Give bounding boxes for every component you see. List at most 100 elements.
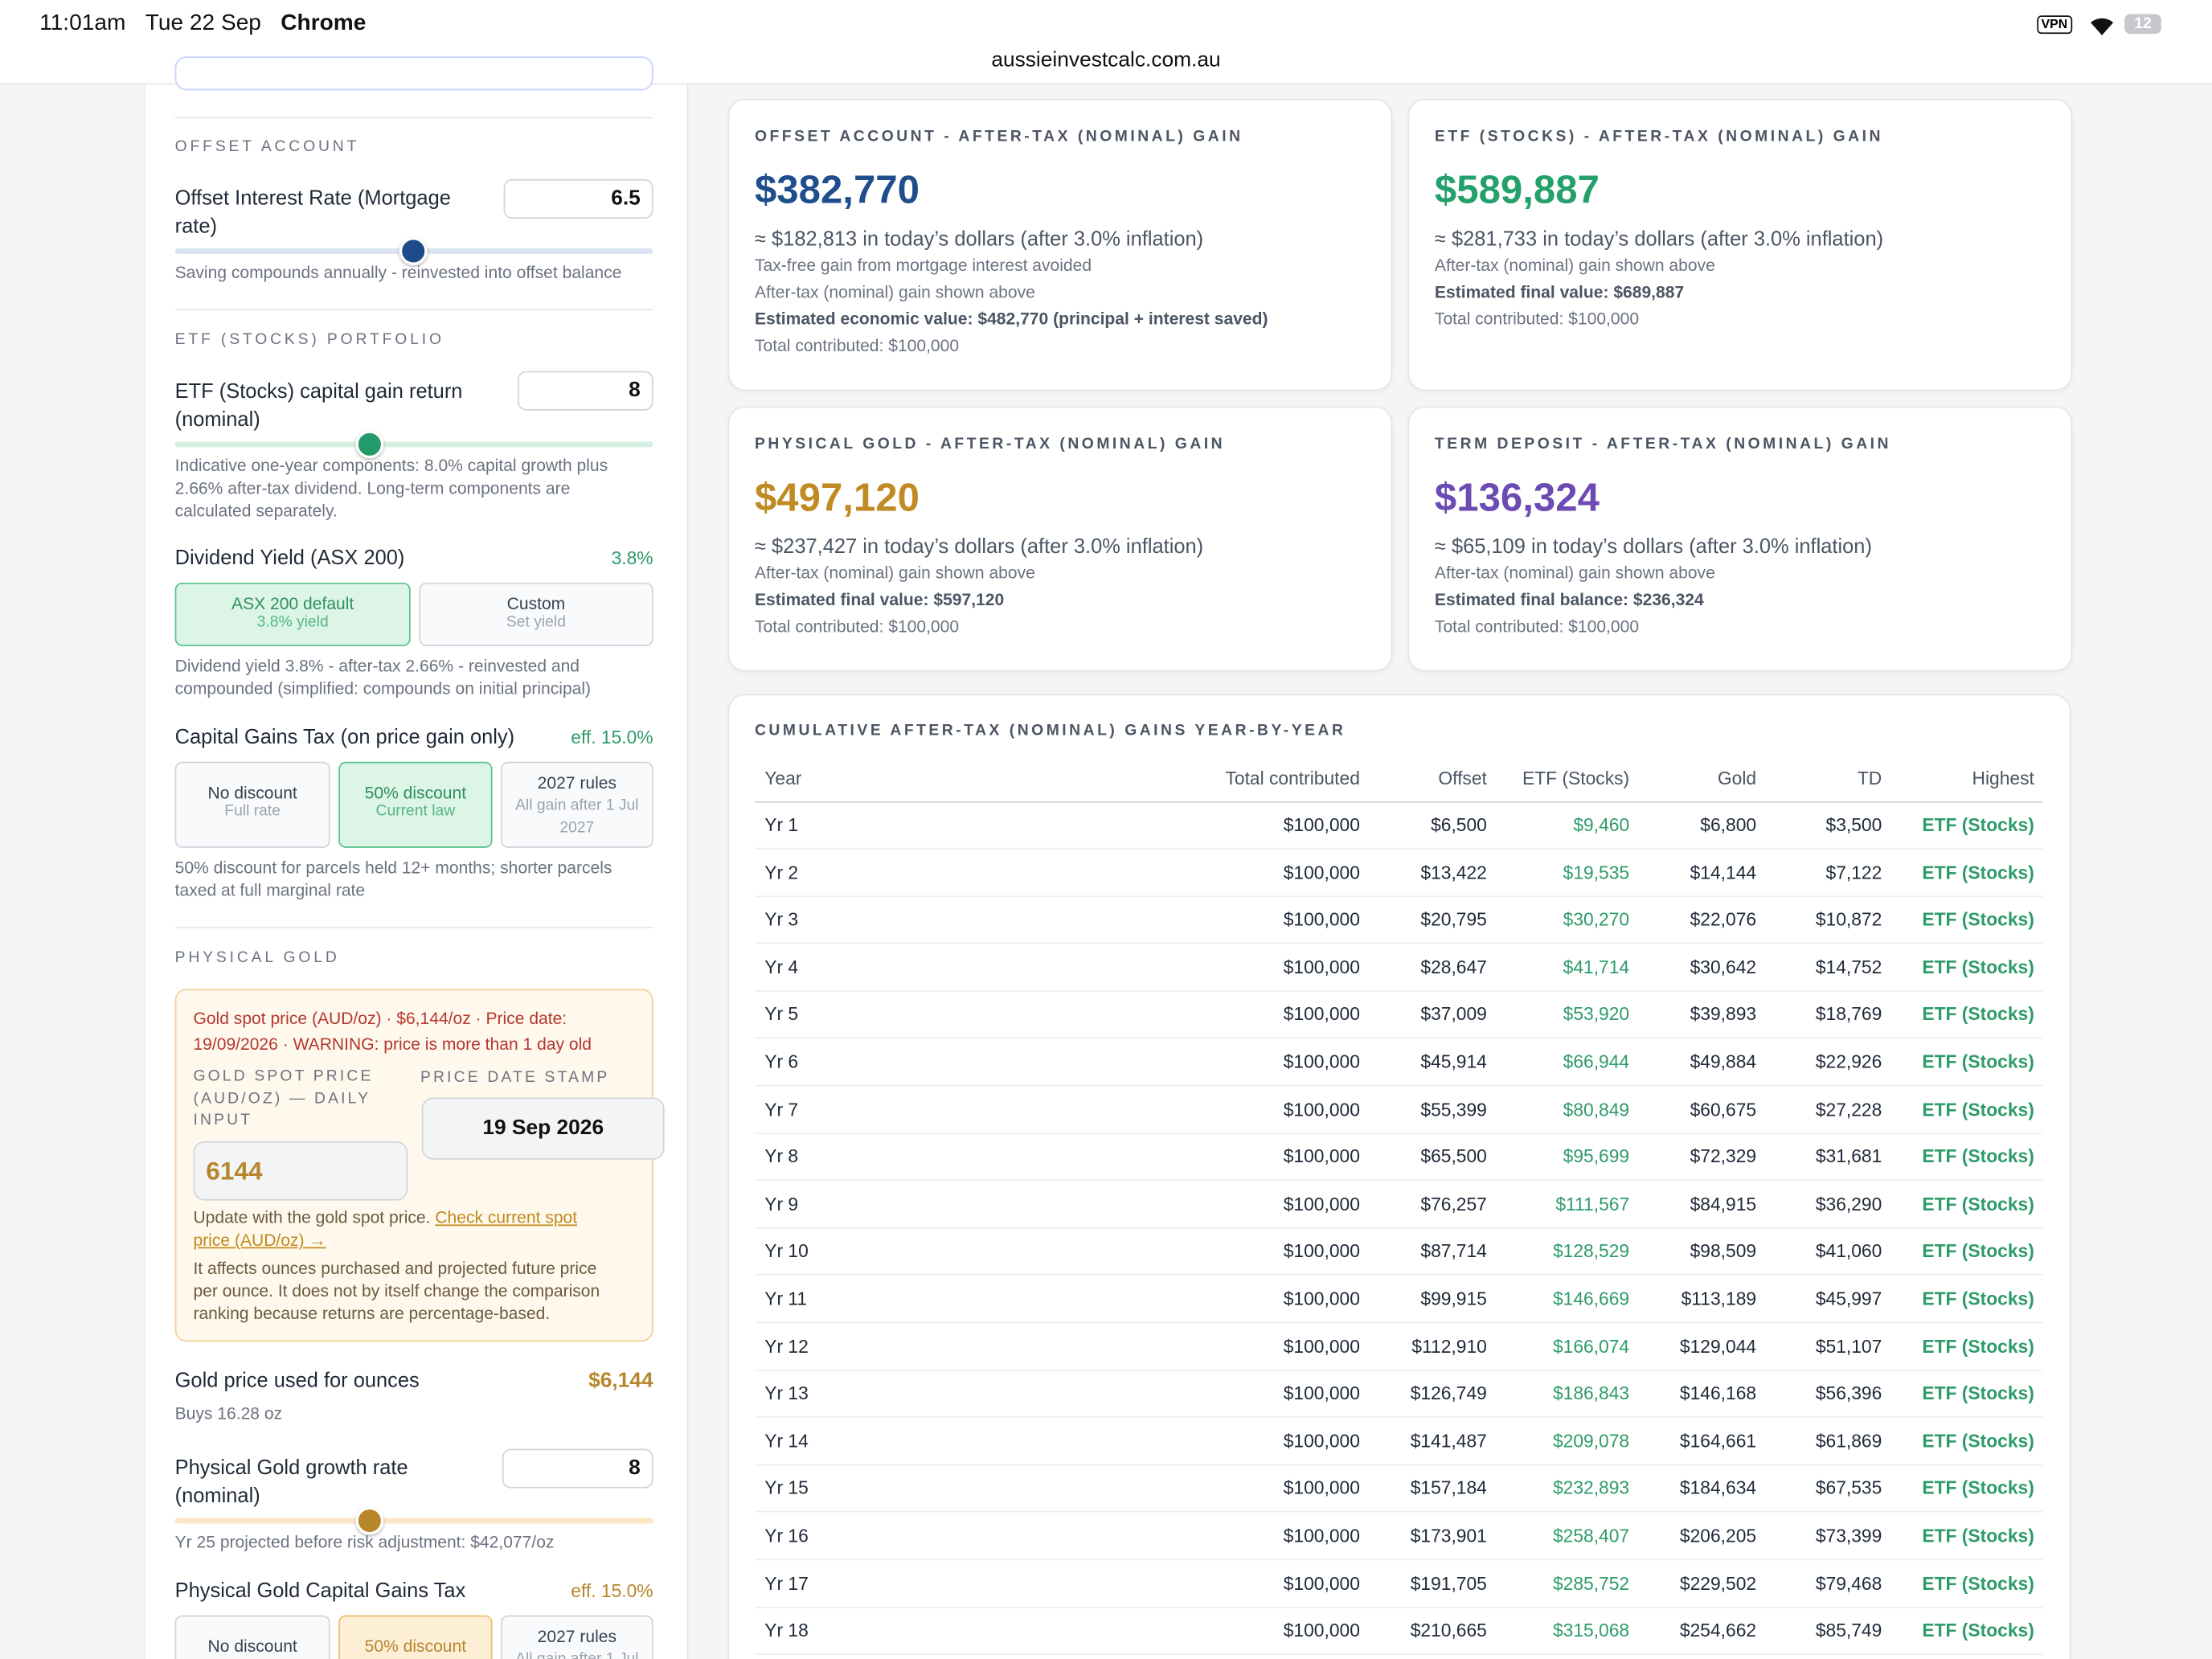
note: Buys 16.28 oz [174,1403,283,1423]
note: It affects ounces purchased and projecte… [193,1258,600,1324]
slider-knob[interactable] [355,1506,384,1535]
option-title: No discount [207,1636,297,1657]
column-header: Gold [1717,767,1757,789]
row-rule [754,1559,2043,1561]
table-cell: $61,869 [1815,1430,1882,1452]
table-cell: $39,893 [1690,1003,1757,1025]
input-box[interactable] [174,56,653,91]
row-rule [754,895,2043,897]
table-cell: ETF (Stocks) [1922,1572,2034,1594]
divider [174,927,653,928]
section-heading: ETF (STOCKS) PORTFOLIO [174,331,444,349]
table-cell: ETF (Stocks) [1922,1382,2034,1404]
table-cell: ETF (Stocks) [1922,813,2034,836]
table-cell: $9,460 [1573,813,1630,836]
slider-knob[interactable] [355,430,384,459]
table-cell: ETF (Stocks) [1922,1240,2034,1262]
table-cell: $164,661 [1679,1430,1757,1452]
table-cell: $146,168 [1679,1382,1757,1404]
table-cell: $100,000 [1283,1572,1360,1594]
table-cell: ETF (Stocks) [1922,1335,2034,1357]
table-cell: $210,665 [1410,1620,1487,1641]
table-cell: $60,675 [1690,1098,1757,1120]
table-title: CUMULATIVE AFTER-TAX (NOMINAL) GAINS YEA… [754,722,1346,739]
option-title: 2027 rules [537,772,617,793]
option-title: 2027 rules [537,1626,617,1647]
row-rule [754,1416,2043,1419]
option-selected[interactable]: ASX 200 default 3.8% yield [174,582,411,646]
table-cell: $65,500 [1420,1145,1487,1167]
label: ETF (Stocks) capital gain return (nomina… [174,380,463,432]
table-cell: $3,500 [1825,813,1882,836]
card-amount: $589,887 [1434,167,1600,212]
row-rule [754,1606,2043,1608]
table-cell: $41,714 [1563,956,1630,977]
row-rule [754,1037,2043,1039]
table-cell: Yr 17 [764,1572,809,1594]
slider-knob[interactable] [399,236,428,265]
result-card: PHYSICAL GOLD - AFTER-TAX (NOMINAL) GAIN… [727,406,1393,672]
option-title: ASX 200 default [231,593,354,614]
result-card: ETF (STOCKS) - AFTER-TAX (NOMINAL) GAIN $… [1407,98,2073,391]
table-cell: $166,074 [1552,1335,1630,1357]
update-note: Update with the gold spot price. Check c… [193,1206,616,1251]
table-cell: $100,000 [1283,813,1360,836]
card-real: ≈ $182,813 in today’s dollars (after 3.0… [754,228,1204,252]
row-rule [754,847,2043,850]
section-heading: OFFSET ACCOUNT [174,137,360,156]
url[interactable]: aussieinvestcalc.com.au [991,47,1221,72]
table-cell: $315,068 [1552,1620,1630,1641]
option[interactable]: No discount [174,1615,330,1659]
return-input[interactable]: 8 [518,371,653,411]
date-field[interactable]: 19 Sep 2026 [421,1097,665,1160]
link[interactable]: Check current spot price (AUD/oz) → [193,1207,578,1251]
row-rule [754,1084,2043,1087]
table-cell: $45,997 [1815,1288,1882,1309]
card-line: After-tax (nominal) gain shown above [1434,563,1715,583]
table-cell: $100,000 [1283,956,1360,977]
slider-track[interactable] [174,1518,653,1524]
table-cell: $100,000 [1283,908,1360,930]
table-cell: $95,699 [1563,1145,1630,1167]
table-cell: ETF (Stocks) [1922,1477,2034,1499]
table-cell: $45,914 [1420,1051,1487,1072]
table-cell: ETF (Stocks) [1922,1525,2034,1546]
table-cell: Yr 15 [764,1477,809,1499]
table-cell: ETF (Stocks) [1922,1051,2034,1072]
card-line: Estimated final value: $689,887 [1434,282,1685,302]
divider [174,117,653,119]
card-title: PHYSICAL GOLD - AFTER-TAX (NOMINAL) GAIN [754,436,1226,453]
table-cell: $100,000 [1283,1003,1360,1025]
card-line: Total contributed: $100,000 [754,335,960,356]
card-title: OFFSET ACCOUNT - AFTER-TAX (NOMINAL) GAI… [754,128,1243,145]
table-cell: $56,396 [1815,1382,1882,1404]
card-line: Estimated final balance: $236,324 [1434,589,1704,610]
table-cell: $173,901 [1410,1525,1487,1546]
table-cell: $184,634 [1679,1477,1757,1499]
value: $6,144 [588,1368,653,1393]
table-cell: $30,642 [1690,956,1757,977]
label: Physical Gold growth rate (nominal) [174,1457,408,1509]
option-selected[interactable]: 50% discount [338,1615,493,1659]
column-header: ETF (Stocks) [1522,767,1630,789]
row-rule [754,942,2043,944]
table-cell: $100,000 [1283,861,1360,883]
option[interactable]: 2027 rules All gain after 1 Jul 2027 [501,761,653,848]
column-header: Highest [1972,767,2034,789]
wifi-icon [2091,18,2114,35]
table-cell: $100,000 [1283,1335,1360,1357]
spot-input[interactable]: 6144 [193,1141,408,1201]
table-cell: Yr 16 [764,1525,809,1546]
divider [174,309,653,311]
table-cell: $141,487 [1410,1430,1487,1452]
slider-track[interactable] [174,441,653,448]
option-selected[interactable]: 50% discount Current law [338,761,493,848]
table-cell: $6,800 [1700,813,1757,836]
option[interactable]: Custom Set yield [419,582,653,646]
row-rule [754,989,2043,992]
table-cell: Yr 7 [764,1098,799,1120]
option[interactable]: No discount Full rate [174,761,330,848]
rate-input[interactable]: 6.5 [503,178,653,219]
growth-input[interactable]: 8 [502,1448,653,1489]
